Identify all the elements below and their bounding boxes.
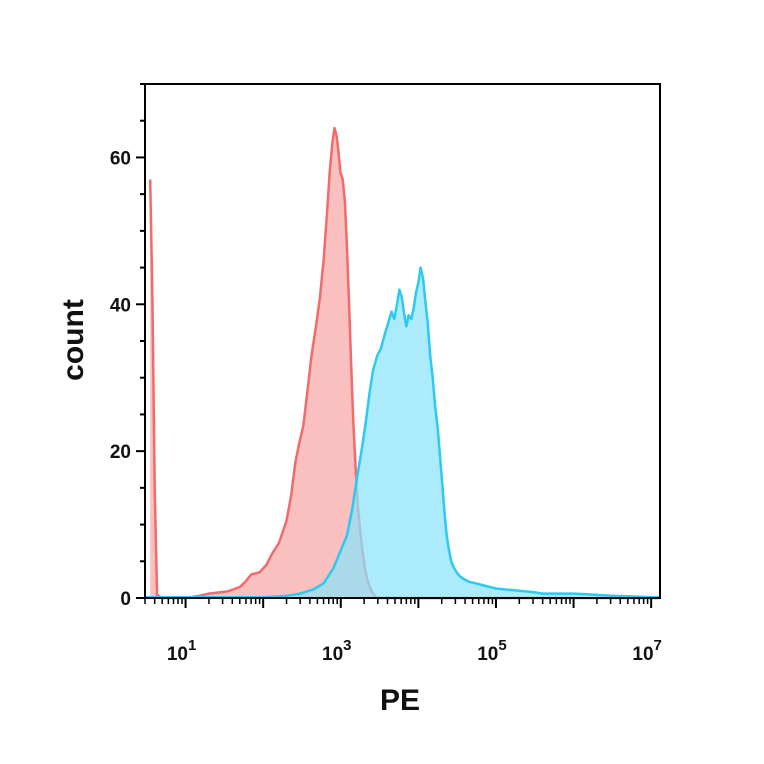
x-tick-label: 101 [167,637,196,665]
y-tick-label: 0 [120,589,131,610]
axis-layer: 0 20 40 60 101 103 105 107 [110,83,662,665]
series-2-area [145,267,660,598]
y-tick-label: 20 [110,442,131,463]
x-tick-label: 107 [632,637,661,665]
x-axis-title: PE [380,684,420,717]
y-tick-label: 60 [110,148,131,169]
y-axis-title: count [57,299,90,381]
x-tick-label: 103 [322,637,351,665]
series-layer [145,126,660,600]
y-tick-label: 40 [110,295,131,316]
series-2-line [145,266,660,599]
x-tick-label: 105 [477,637,506,665]
